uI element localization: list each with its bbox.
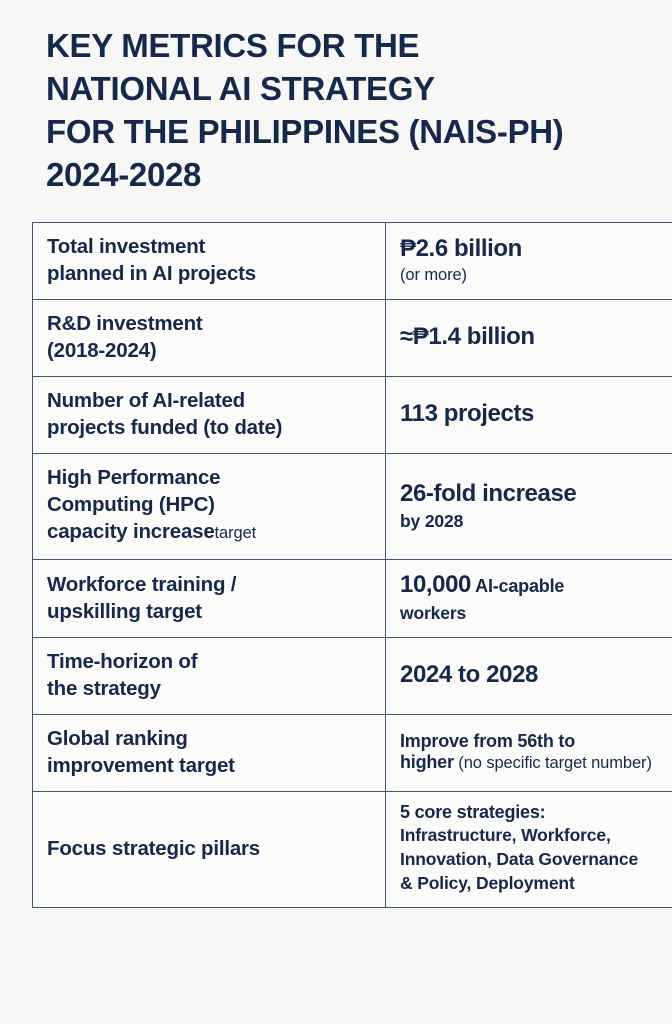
metric-value-main: 26-fold increase — [400, 479, 577, 507]
metric-label-cell: Time-horizon of the strategy — [32, 637, 386, 715]
metric-label-line-1: R&D investment — [47, 312, 203, 335]
metric-value-note-line-2: Innovation, Data Governance — [400, 849, 639, 869]
metric-value-main: 5 core strategies: — [400, 802, 546, 822]
metric-label-cell: Number of AI-related projects funded (to… — [32, 376, 386, 454]
metric-label-line-3-small: target — [214, 524, 257, 542]
metric-label-line-2: the strategy — [47, 677, 161, 700]
metric-label-line-1: Time-horizon of — [47, 650, 198, 673]
metric-label-line-3-bold: capacity increase — [47, 520, 215, 543]
key-metrics-table: Total investment planned in AI projects … — [32, 222, 672, 908]
metric-value-cell: 113 projects — [385, 376, 672, 454]
table-row: Workforce training / upskilling target 1… — [32, 559, 672, 638]
metric-value-cell: 10,000 AI-capable workers — [385, 559, 672, 638]
metric-label-line-1: Workforce training / — [47, 572, 237, 596]
table-row: Time-horizon of the strategy 2024 to 202… — [32, 637, 672, 715]
title-line-2: NATIONAL AI STRATEGY — [46, 70, 435, 107]
metric-label-line-2: projects funded (to date) — [47, 416, 283, 439]
metric-value-cell: ≈₱1.4 billion — [385, 299, 672, 377]
metric-label-line-2: improvement target — [47, 754, 235, 777]
metric-value-line-2: higher — [400, 751, 454, 772]
metric-value-cell: Improve from 56th to higher (no specific … — [385, 714, 672, 792]
metric-value-note: workers — [400, 603, 467, 623]
metric-value-cell: 26-fold increase by 2028 — [385, 453, 672, 560]
metric-value-note: (no specific target number) — [453, 753, 652, 772]
metric-value-cell: 5 core strategies: Infrastructure, Workf… — [385, 791, 672, 908]
metric-value-inline: AI-capable — [471, 576, 565, 596]
table-row: Total investment planned in AI projects … — [32, 222, 672, 300]
metric-value-cell: 2024 to 2028 — [385, 637, 672, 715]
table-row: Global ranking improvement target Improv… — [32, 714, 672, 792]
metric-value-main-wrap: Improve from 56th to higher (no specific … — [400, 731, 672, 774]
metric-label-cell: High Performance Computing (HPC) capacit… — [32, 453, 386, 560]
metric-label-cell: Total investment planned in AI projects — [32, 222, 386, 300]
metric-value-main: ≈₱1.4 billion — [400, 323, 535, 350]
title-line-4: 2024-2028 — [46, 156, 202, 193]
metric-label-cell: Focus strategic pillars — [32, 791, 386, 908]
metric-value-note-line-1: Infrastructure, Workforce, — [400, 825, 611, 845]
table-row: High Performance Computing (HPC) capacit… — [32, 453, 672, 560]
metric-label-cell: Workforce training / upskilling target — [32, 559, 386, 638]
title-line-1: KEY METRICS FOR THE — [46, 27, 420, 64]
table-row: Number of AI-related projects funded (to… — [32, 376, 672, 454]
metric-label-cell: R&D investment (2018-2024) — [32, 299, 386, 377]
metric-label-line-2: Computing (HPC) — [47, 493, 215, 516]
page-title: KEY METRICS FOR THE NATIONAL AI STRATEGY… — [46, 24, 646, 196]
metric-value-main: 113 projects — [400, 400, 534, 427]
metric-label-line-2: upskilling target — [47, 599, 202, 623]
table-row: R&D investment (2018-2024) ≈₱1.4 billion — [32, 299, 672, 377]
metric-value-line-1: Improve from 56th to — [400, 730, 576, 751]
metric-value-note-line-3: & Policy, Deployment — [400, 873, 575, 893]
metric-label-line-1: Global ranking — [47, 727, 188, 750]
metric-label-line-1: Total investment — [47, 235, 206, 258]
metric-label-line-1: High Performance — [47, 466, 221, 489]
metric-label-line-2: (2018-2024) — [47, 339, 157, 362]
metric-value-cell: ₱2.6 billion (or more) — [385, 222, 672, 300]
metric-value-number: 10,000 — [400, 571, 472, 598]
metric-label-line-1: Number of AI-related — [47, 389, 245, 412]
metric-value-note: (or more) — [400, 266, 467, 284]
metric-value-main-wrap: 10,000 AI-capable — [400, 570, 672, 601]
metric-value-main: ₱2.6 billion — [400, 235, 522, 262]
metric-label-line-1: Focus strategic pillars — [47, 837, 261, 860]
metric-value-main: 2024 to 2028 — [400, 661, 538, 688]
metric-label-cell: Global ranking improvement target — [32, 714, 386, 792]
metric-label-line-3: capacity increasetarget — [47, 518, 373, 547]
metric-value-note: by 2028 — [400, 510, 464, 531]
table-row: Focus strategic pillars 5 core strategie… — [32, 791, 672, 908]
title-line-3: FOR THE PHILIPPINES (NAIS-PH) — [46, 113, 564, 150]
metric-label-line-2: planned in AI projects — [47, 262, 256, 285]
